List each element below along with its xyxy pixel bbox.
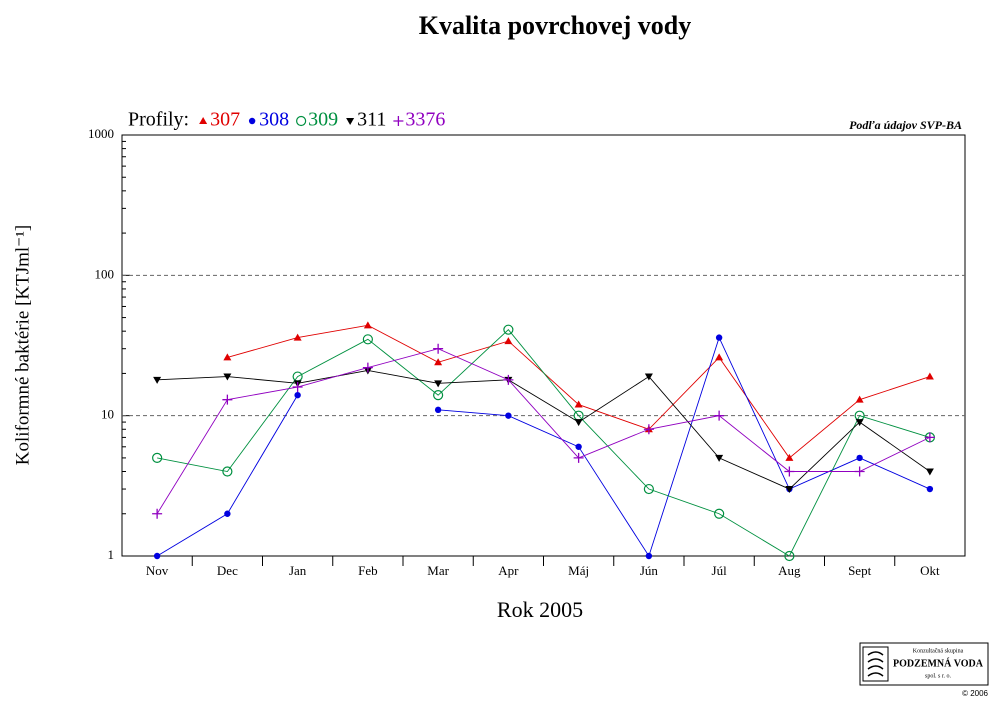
y-tick-label: 1 — [108, 547, 115, 562]
marker — [925, 468, 934, 476]
marker — [714, 410, 725, 421]
marker — [926, 485, 934, 493]
marker — [434, 380, 443, 388]
marker — [785, 486, 794, 494]
marker — [643, 424, 654, 435]
x-tick-label: Jún — [640, 563, 659, 578]
legend-marker — [393, 116, 404, 126]
marker — [715, 334, 723, 341]
marker — [363, 321, 372, 329]
series-line — [157, 369, 931, 490]
marker — [362, 362, 373, 373]
marker — [434, 358, 443, 366]
y-tick-label: 1000 — [88, 126, 114, 141]
x-tick-label: Okt — [920, 563, 940, 578]
marker — [152, 452, 163, 464]
marker — [784, 466, 795, 477]
legend-label: 308 — [259, 109, 289, 131]
x-tick-label: Júl — [712, 563, 728, 578]
marker — [575, 443, 582, 450]
marker — [785, 453, 794, 461]
legend-marker — [248, 117, 256, 125]
legend-label: 309 — [308, 109, 338, 131]
marker — [505, 412, 512, 419]
marker — [504, 337, 513, 345]
legend-label: 307 — [210, 109, 240, 131]
marker — [433, 343, 444, 354]
marker — [924, 432, 935, 443]
marker — [362, 334, 373, 345]
x-tick-label: Nov — [146, 563, 169, 578]
logo-line3: spol. s r. o. — [925, 673, 952, 679]
marker — [434, 406, 442, 414]
marker — [644, 373, 653, 381]
x-tick-label: Jan — [289, 563, 307, 578]
legend-item: 311 — [346, 109, 386, 131]
legend-label: 3376 — [405, 109, 445, 131]
legend-marker — [296, 115, 307, 127]
marker — [222, 466, 233, 477]
y-axis-label: Koliformné baktérie [KTJml⁻¹] — [12, 225, 33, 466]
logo-copyright: © 2006 — [962, 689, 988, 698]
series-line — [156, 336, 931, 558]
x-tick-label: Feb — [358, 563, 378, 578]
marker — [715, 353, 724, 361]
annotation: Podľa údajov SVP-BA — [849, 118, 962, 132]
marker — [152, 508, 163, 519]
marker — [714, 508, 725, 519]
marker — [223, 373, 232, 381]
marker — [503, 324, 514, 335]
legend-item: 308 — [248, 109, 289, 131]
x-tick-label: Máj — [568, 563, 589, 578]
legend-item: 307 — [199, 109, 240, 131]
legend-title: Profily: — [128, 109, 189, 131]
logo-line2: PODZEMNÁ VODA — [893, 657, 984, 669]
marker — [573, 452, 584, 463]
marker — [855, 419, 864, 427]
legend-item: 3376 — [393, 109, 445, 131]
legend-item: 309 — [296, 109, 338, 131]
logo-box — [859, 642, 989, 686]
marker — [223, 353, 232, 361]
logo-waves — [867, 651, 884, 677]
logo-line1: Konzultačná skupina — [913, 648, 964, 654]
marker — [503, 374, 514, 385]
marker — [292, 382, 303, 393]
marker — [433, 390, 444, 401]
marker — [153, 376, 162, 384]
marker — [784, 550, 795, 562]
plot-frame — [121, 134, 966, 557]
marker — [645, 552, 653, 560]
y-tick-label: 10 — [101, 407, 114, 422]
series-line — [157, 329, 931, 557]
marker — [153, 552, 161, 560]
marker — [925, 372, 934, 380]
marker — [854, 466, 865, 477]
marker — [855, 395, 864, 403]
marker — [293, 333, 302, 341]
x-tick-label: Sept — [848, 563, 872, 578]
marker — [222, 394, 233, 405]
series-line — [156, 348, 931, 514]
x-tick-label: Aug — [778, 563, 801, 578]
marker — [643, 483, 654, 495]
x-tick-label: Mar — [427, 563, 449, 578]
legend-marker — [199, 117, 208, 124]
chart-title: Kvalita povrchovej vody — [419, 11, 692, 40]
marker — [224, 510, 231, 517]
marker — [574, 400, 583, 408]
logo-icon — [862, 646, 889, 682]
y-tick-label: 100 — [95, 266, 115, 281]
x-tick-label: Dec — [217, 563, 238, 578]
x-axis-label: Rok 2005 — [497, 597, 583, 622]
marker — [856, 454, 863, 462]
legend-marker — [346, 118, 355, 125]
marker — [574, 419, 583, 427]
x-tick-label: Apr — [498, 563, 519, 578]
marker — [715, 454, 724, 462]
series-line — [227, 324, 931, 459]
legend-label: 311 — [357, 109, 386, 131]
marker — [294, 391, 301, 399]
